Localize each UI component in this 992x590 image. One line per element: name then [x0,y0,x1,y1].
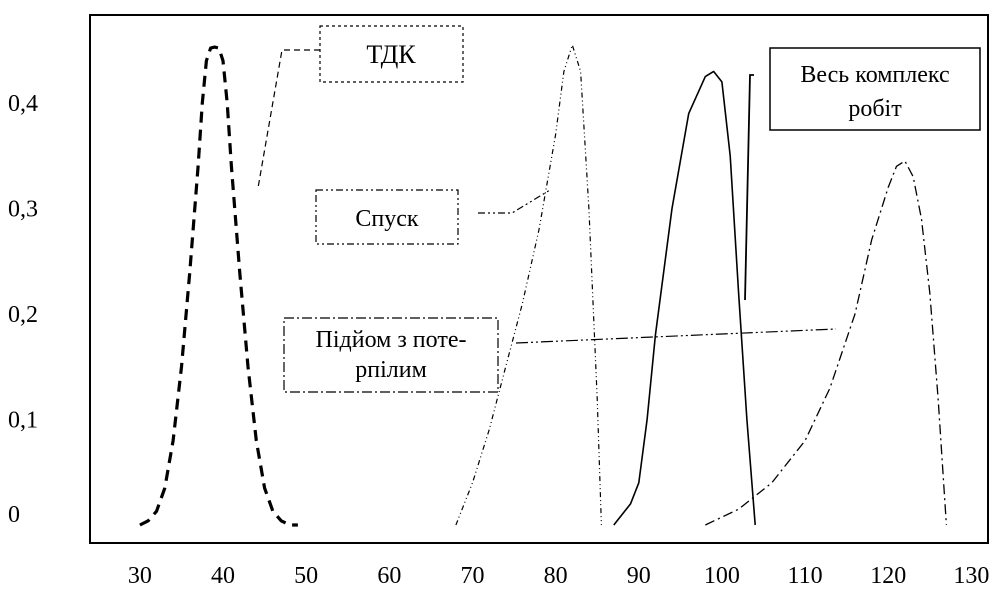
y-tick-label: 0,2 [8,302,38,328]
series-line-1 [139,45,298,527]
annotation-ves-kompleks-line1: Весь комплекс [800,62,949,88]
x-tick-label: 120 [870,563,906,589]
annotation-tdk-leader [257,49,320,189]
annotation-ves-kompleks-line2: робіт [848,96,902,122]
annotation-ves-kompleks-box [769,47,981,131]
series-layer [139,44,948,527]
annotation-tdk-label: ТДК [366,40,416,69]
y-tick-label: 0 [8,502,20,528]
x-tick-label: 30 [128,563,152,589]
annotation-spusk-box [315,189,459,245]
plot-area-frame [89,14,989,544]
x-tick-label: 130 [953,563,989,589]
x-tick-label: 70 [460,563,484,589]
annotation-pidyom-line1: Підйом з поте- [316,327,467,353]
annotation-ves-kompleks-leader [744,74,754,301]
annotation-ves-kompleks: Весь комплекс робіт [769,47,981,131]
y-tick-label: 0,3 [8,197,38,223]
x-tick-label: 60 [377,563,401,589]
axis-ticks: 30 40 50 60 70 80 90 100 110 120 130 0 0,1 0,2 0,3 0,4 [8,91,989,589]
series-line-4 [705,160,948,526]
annotation-pidyom-line2: рпілим [355,357,427,383]
annotation-spusk: Спуск [315,189,459,245]
annotation-pidyom: Підйом з поте- рпілим [283,317,499,393]
x-tick-label: 110 [788,563,823,589]
series-line-3 [613,70,756,526]
x-tick-label: 100 [704,563,740,589]
annotation-pidyom-leader [515,328,837,344]
x-tick-label: 40 [211,563,235,589]
x-tick-label: 50 [294,563,318,589]
annotation-tdk-box [319,25,464,83]
x-tick-label: 90 [627,563,651,589]
y-tick-label: 0,1 [8,408,38,434]
annotation-spusk-label: Спуск [355,206,419,232]
annotation-tdk: ТДК [319,25,464,83]
x-tick-label: 80 [544,563,568,589]
y-tick-label: 0,4 [8,91,38,117]
annotation-spusk-leader [478,189,551,214]
series-line-2 [455,44,602,526]
